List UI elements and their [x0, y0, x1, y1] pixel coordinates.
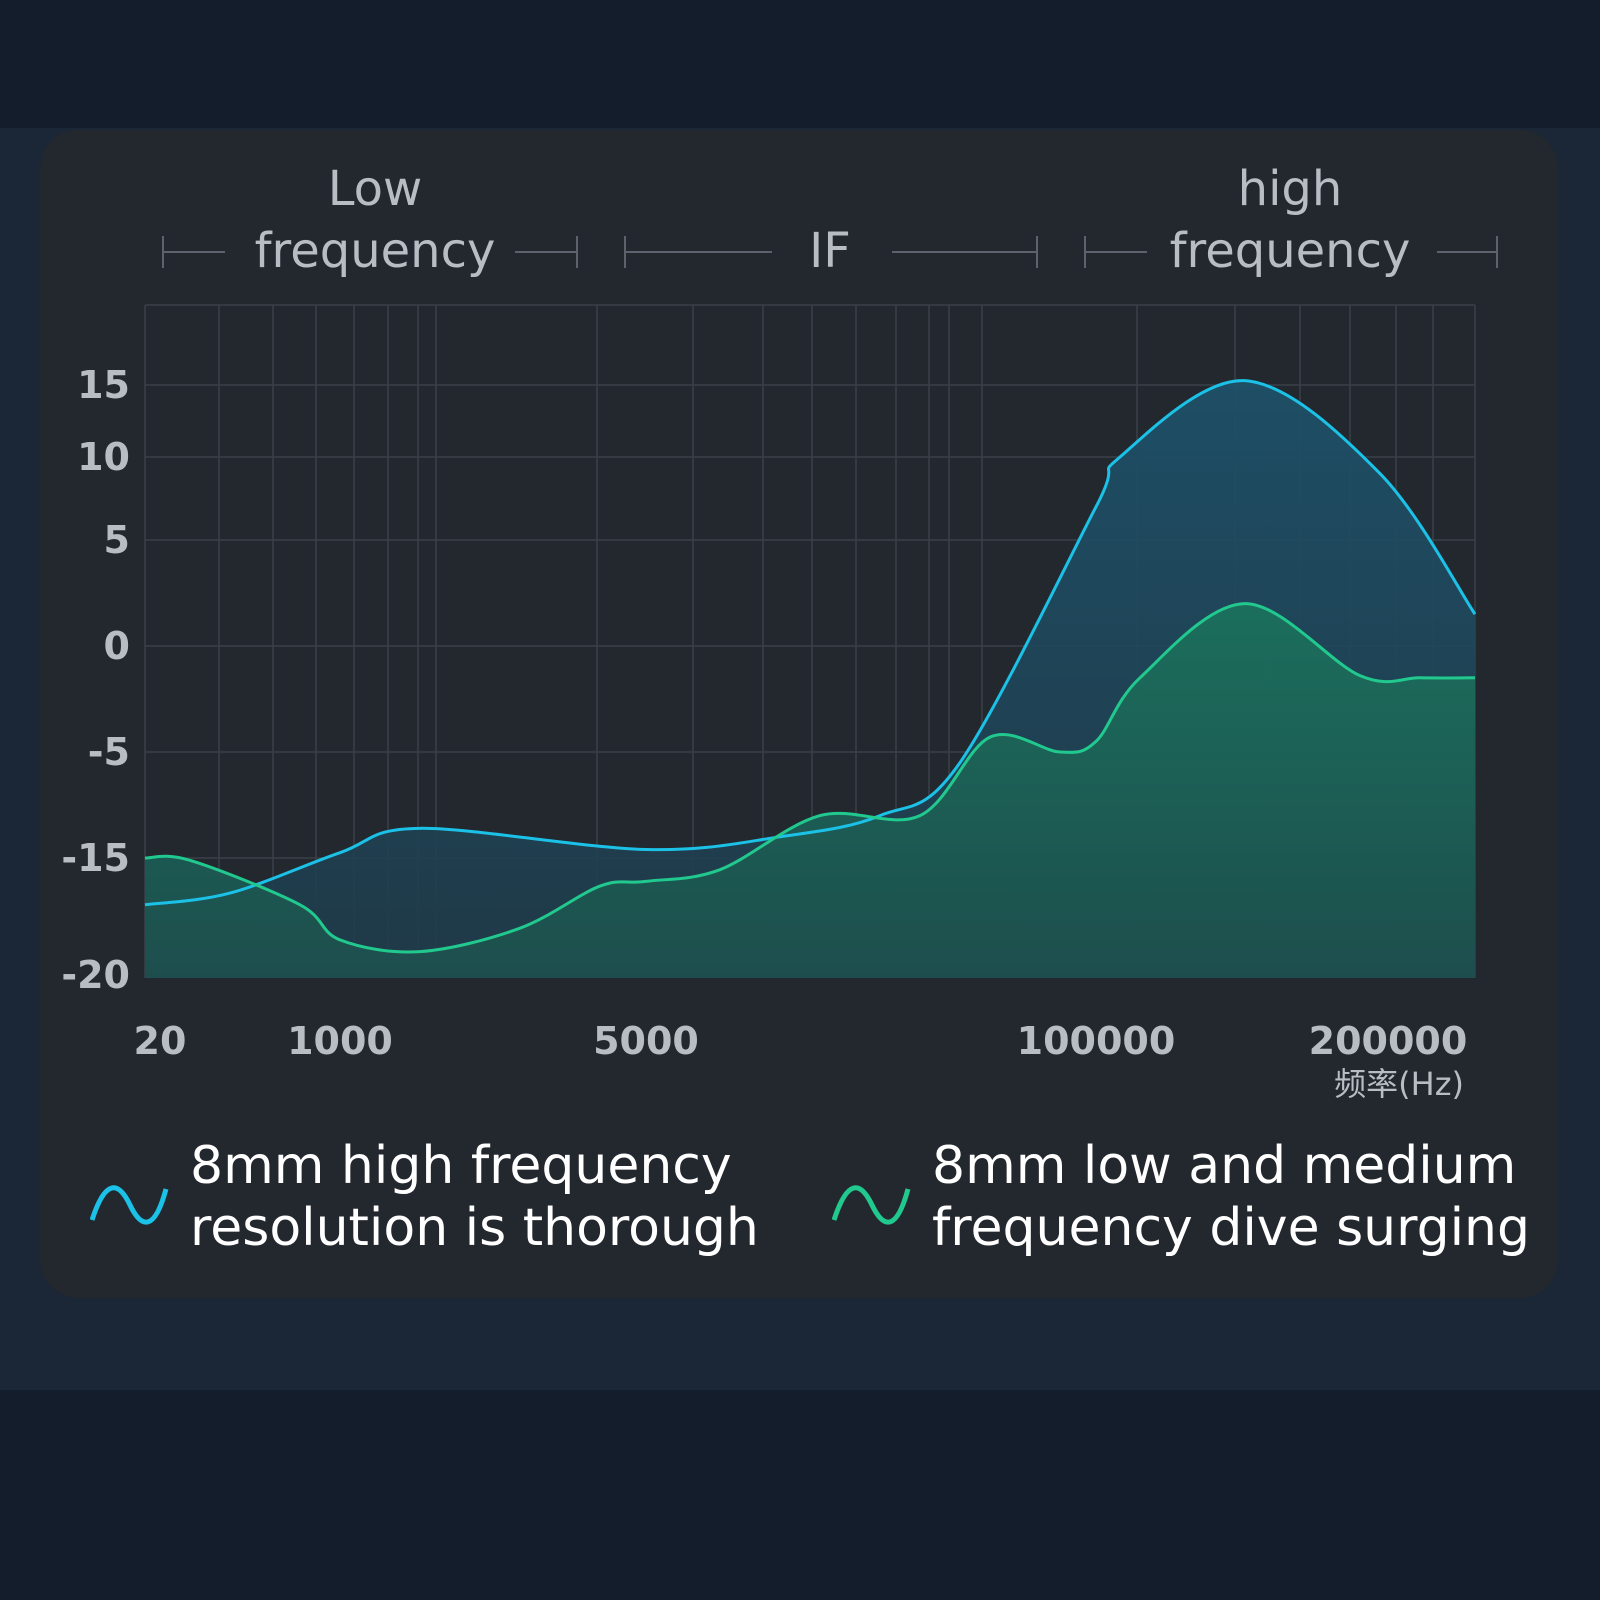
band-brackets: [162, 236, 1498, 268]
y-tick-label: 0: [104, 624, 130, 668]
wave-icon: [90, 1185, 169, 1225]
y-tick-label: -5: [88, 730, 130, 774]
y-axis-tick-labels: 15 10 5 0 -5 -15 -20: [61, 363, 130, 997]
y-tick-label: 5: [104, 518, 130, 562]
band-label-if: IF: [809, 223, 851, 279]
y-tick-label: -15: [61, 836, 130, 880]
band-label-low: Low frequency: [254, 161, 496, 279]
band-label-high: high frequency: [1169, 161, 1411, 279]
wave-icon: [832, 1185, 911, 1225]
x-tick-label: 20: [134, 1019, 187, 1063]
x-tick-label: 100000: [1017, 1019, 1176, 1063]
y-tick-label: -20: [61, 953, 130, 997]
series-high-frequency-line: [144, 379, 1477, 907]
legend-item-high-frequency: 8mm high frequency resolution is thoroug…: [90, 1135, 810, 1275]
x-tick-label: 5000: [593, 1019, 699, 1063]
y-tick-label: 15: [77, 363, 130, 407]
series-low-medium-area: [145, 603, 1475, 978]
x-tick-label: 200000: [1309, 1019, 1468, 1063]
y-tick-label: 10: [77, 435, 130, 479]
series-low-medium-line: [144, 602, 1476, 954]
legend-item-low-medium: 8mm low and medium frequency dive surgin…: [832, 1135, 1572, 1275]
x-axis-unit-label: 频率(Hz): [1334, 1065, 1464, 1103]
x-tick-label: 1000: [287, 1019, 393, 1063]
x-axis-tick-labels: 20 1000 5000 100000 200000: [134, 1019, 1468, 1063]
legend-label: 8mm high frequency resolution is thoroug…: [190, 1136, 759, 1258]
legend-label: 8mm low and medium frequency dive surgin…: [932, 1136, 1531, 1258]
